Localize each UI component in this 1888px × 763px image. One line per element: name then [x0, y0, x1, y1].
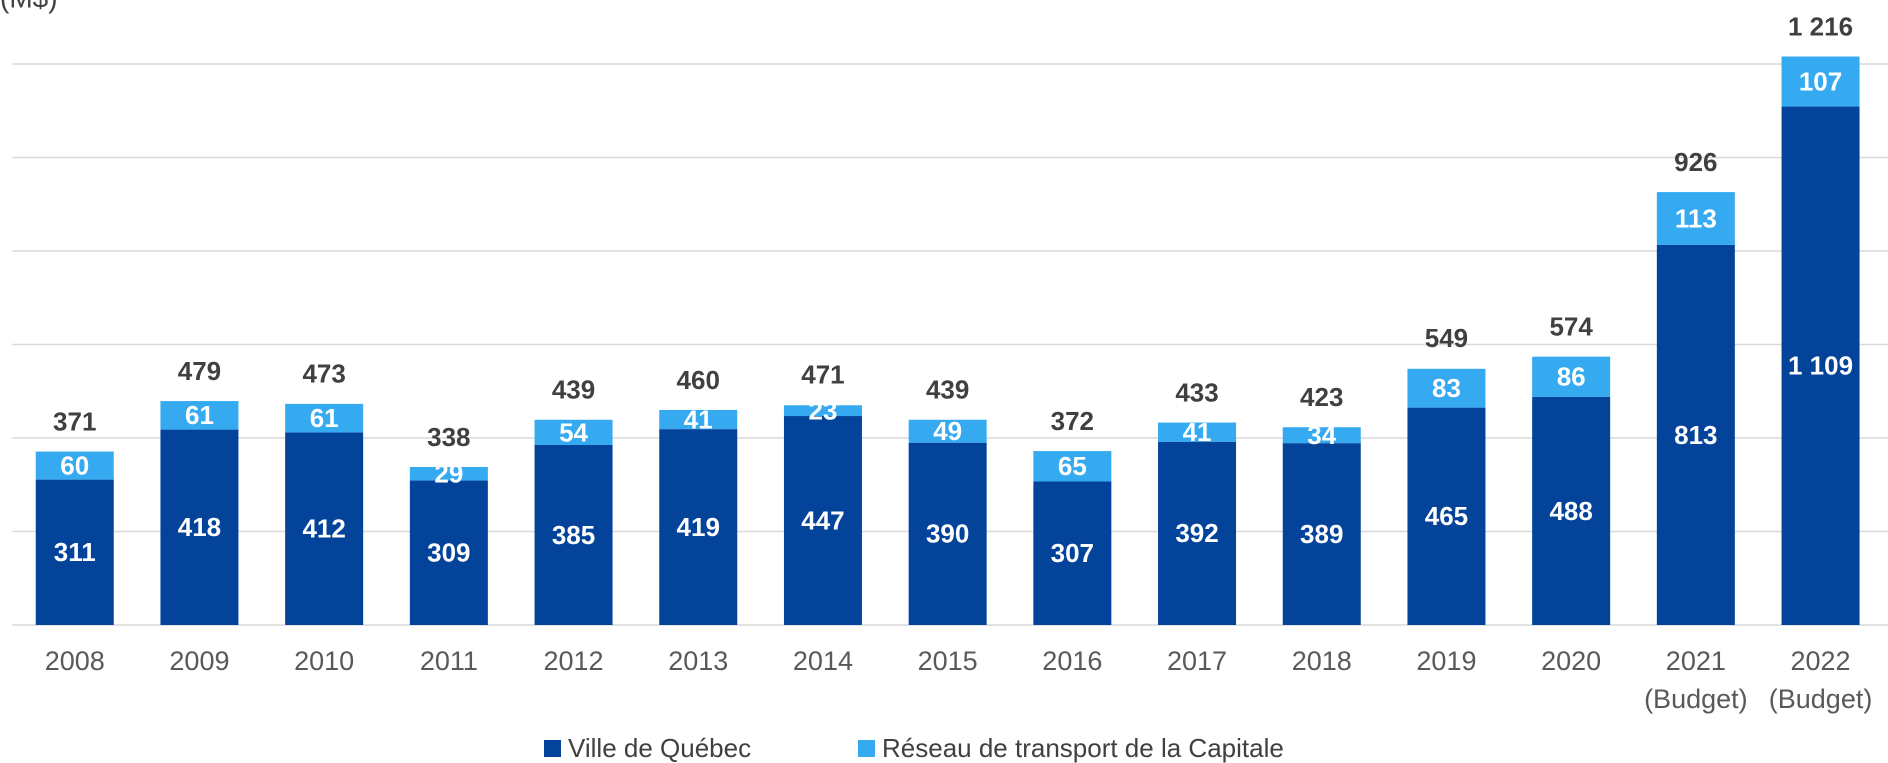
data-label: 488 [1549, 496, 1592, 526]
x-tick-label: 2009 [169, 646, 229, 676]
legend-swatch [544, 740, 561, 757]
total-label: 1 216 [1788, 11, 1853, 41]
data-label: 389 [1300, 519, 1343, 549]
x-tick-label: 2020 [1541, 646, 1601, 676]
x-tick-label: 2016 [1042, 646, 1102, 676]
data-label: 113 [1675, 203, 1717, 233]
x-tick-label: 2019 [1416, 646, 1476, 676]
bar-segment [1532, 396, 1611, 625]
x-tick-label: 2022 (Budget) [1769, 646, 1873, 714]
data-label: 41 [1183, 417, 1212, 447]
data-label: 65 [1058, 451, 1087, 481]
bar-segment [1033, 481, 1112, 625]
bar-segment [160, 429, 239, 625]
total-label: 338 [427, 422, 470, 452]
bar-segment [1781, 106, 1860, 626]
data-label: 307 [1051, 538, 1094, 568]
bar-segment [409, 480, 488, 625]
x-tick-label: 2013 [668, 646, 728, 676]
data-label: 60 [60, 450, 89, 480]
total-label: 471 [801, 360, 844, 390]
bar-segment [160, 401, 239, 430]
data-label: 447 [801, 505, 844, 535]
bar-segment [1158, 441, 1237, 625]
bar-segment [285, 403, 364, 433]
data-label: 418 [178, 512, 221, 542]
data-label: 41 [684, 404, 713, 434]
bar-segment [1532, 356, 1611, 397]
bar-segment [908, 419, 987, 443]
total-label: 439 [926, 375, 969, 405]
x-tick-label: 2015 [918, 646, 978, 676]
data-label: 83 [1432, 373, 1461, 403]
bar-segment [659, 409, 738, 430]
data-label: 419 [677, 512, 720, 542]
bar-segment [908, 442, 987, 625]
total-label: 433 [1175, 377, 1218, 407]
x-tick-label: 2008 [45, 646, 105, 676]
data-label: 61 [310, 403, 339, 433]
data-label: 34 [1307, 420, 1336, 450]
x-tick-label: 2021 (Budget) [1644, 646, 1748, 714]
data-label: 1 109 [1788, 351, 1853, 381]
legend-label: Ville de Québec [568, 733, 751, 763]
data-label: 54 [559, 417, 588, 447]
data-label: 465 [1425, 501, 1468, 531]
data-label: 49 [933, 416, 962, 446]
bar-segment [659, 429, 738, 625]
total-label: 371 [53, 406, 96, 436]
total-label: 574 [1549, 312, 1593, 342]
bar-segment [1656, 192, 1735, 245]
total-label: 460 [677, 365, 720, 395]
bar-segment [1407, 368, 1486, 408]
total-label: 549 [1425, 323, 1468, 353]
bar-segment [1282, 443, 1361, 625]
data-label: 107 [1799, 66, 1842, 96]
legend-swatch [858, 740, 875, 757]
bar-segment [1407, 407, 1486, 625]
x-tick-label: 2017 [1167, 646, 1227, 676]
data-label: 86 [1557, 362, 1586, 392]
bar-segment [285, 432, 364, 625]
data-label: 23 [808, 396, 837, 426]
bar-segment [1656, 244, 1735, 626]
bar-segment [1781, 56, 1860, 107]
bar-segment [783, 416, 862, 625]
total-label: 423 [1300, 382, 1343, 412]
total-label: 473 [302, 359, 345, 389]
data-label: 390 [926, 519, 969, 549]
data-label: 311 [54, 537, 96, 567]
total-label: 439 [552, 375, 595, 405]
total-label: 479 [178, 356, 221, 386]
total-label: 926 [1674, 147, 1717, 177]
bar-segment [35, 451, 114, 480]
data-label: 392 [1175, 518, 1218, 548]
bar-segment [1033, 451, 1112, 482]
bar-segment [409, 466, 488, 481]
data-label: 29 [434, 459, 463, 489]
data-label: 813 [1674, 420, 1717, 450]
bar-segment [534, 419, 613, 446]
bar-segment [534, 445, 613, 625]
legend-label: Réseau de transport de la Capitale [882, 733, 1284, 763]
data-label: 412 [302, 514, 345, 544]
total-label: 372 [1051, 406, 1094, 436]
x-tick-label: 2014 [793, 646, 853, 676]
x-tick-label: 2011 [420, 646, 478, 676]
x-tick-label: 2018 [1292, 646, 1352, 676]
bar-segment [35, 479, 114, 625]
bar-segment [783, 405, 862, 417]
chart-title: (M$) [0, 0, 58, 13]
data-label: 61 [185, 400, 214, 430]
x-tick-label: 2010 [294, 646, 354, 676]
bar-segment [1158, 422, 1237, 442]
data-label: 309 [427, 538, 470, 568]
data-label: 385 [552, 520, 595, 550]
x-tick-label: 2012 [544, 646, 604, 676]
bar-segment [1282, 427, 1361, 444]
